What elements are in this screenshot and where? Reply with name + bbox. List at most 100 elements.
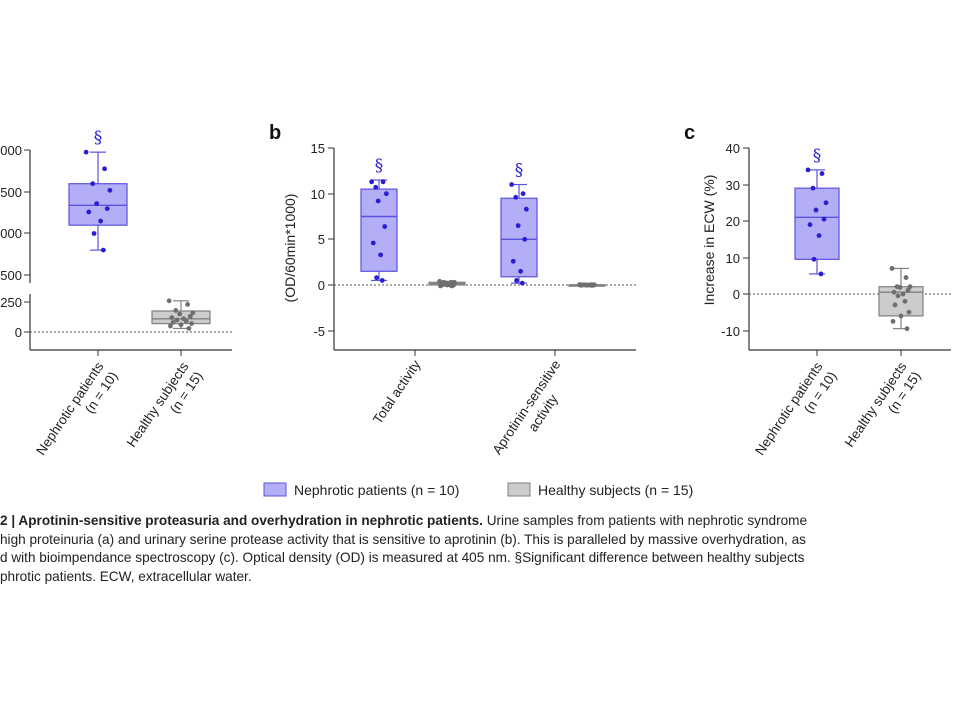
panel-a-tick-label: 0 [15,325,22,340]
panel-c-tick-label: 10 [726,251,740,266]
panel-b-nephrotic-data-point [522,236,528,242]
panel-b-tick-label: 0 [318,278,325,293]
panel-b-category-label: Aprotinin-sensitive activity [489,357,563,457]
panel-b-nephrotic-data-point [510,258,516,264]
panel-c-nephrotic-box [794,187,840,260]
panel-b-nephrotic-data-point [374,275,379,281]
caption-line-2: high proteinuria (a) and urinary serine … [0,531,806,547]
panel-b-tick-label: 5 [318,232,325,247]
panel-c-tick-label: 20 [726,214,740,229]
panel-a-healthy-data-point [173,308,179,313]
panel-c-healthy-data-point [905,287,911,293]
panel-a-healthy-data-point [166,298,172,304]
panel-a-healthy-data-point [190,310,196,316]
panel-a-nephrotic-data-point [94,201,100,207]
panel-c-healthy-data-point [900,291,906,297]
panel-a-nephrotic-data-point [107,187,113,193]
caption-line-4: phrotic patients. ECW, extracellular wat… [0,568,252,584]
panel-c-nephrotic-data-point [810,185,816,191]
panel-c-nephrotic-data-point [819,171,825,176]
panel-a-nephrotic-data-point [91,231,97,236]
panel-c-healthy-data-point [889,266,895,271]
panel-a-nephrotic-data-point [102,166,107,172]
panel-b-nephrotic-significance-marker: § [375,156,384,176]
panel-a-healthy-data-point [189,321,194,326]
panel-c-nephrotic-data-point [807,222,813,228]
figure: 000 500 000 500 250 0 Nephrotic patients… [0,122,951,498]
panel-a-healthy-data-point [186,326,192,331]
panel-c-nephrotic-data-point [821,216,827,222]
panel-b-tick-label: -5 [313,324,325,339]
panel-b-nephrotic-data-point [375,198,381,204]
panel-c-tick-label: -10 [721,324,740,339]
panel-a-nephrotic-data-point [104,206,110,212]
chart-marks: § § § § [68,128,924,332]
panel-c-nephrotic-data-point [818,271,824,277]
panel-a-healthy-data-point [178,322,184,328]
panel-c-healthy-data-point [907,284,913,290]
panel-a-healthy-data-point [185,302,190,307]
panel-c-healthy-data-point [897,285,903,290]
panel-c-healthy-data-point [906,309,912,315]
panel-c-healthy-data-point [898,313,904,319]
panel-c-healthy-data-point [895,293,901,299]
panel-b-nephrotic-data-point [378,252,384,258]
panel-a-healthy-data-point [177,311,183,317]
panel-b-nephrotic-data-point [373,184,379,190]
panel-c-healthy-data-point [903,275,909,280]
panel-b-nephrotic-data-point [382,224,388,229]
panel-c-category-label: Healthy subjects (n = 15) [842,359,924,450]
figure-caption: 2 | Aprotinin-sensitive proteasuria and … [0,512,960,592]
panel-c-nephrotic-significance-marker: § [813,146,822,166]
panel-c-nephrotic-data-point [811,256,817,262]
panel-a-healthy-data-point [187,314,193,319]
panel-b-healthy-data-point [438,283,443,289]
panel-c-healthy-data-point [891,289,897,295]
panel-b-nephrotic-data-point [379,278,385,283]
panel-a-tick-label: 000 [0,226,22,241]
panel-b-nephrotic-significance-marker: § [515,161,524,181]
panel-c-healthy-box [878,286,924,317]
panel-c-nephrotic-data-point [816,233,822,239]
panel-a-tick-label: 500 [0,185,22,200]
panel-a-healthy-data-point [174,317,180,323]
panel-c-tick-label: 40 [726,141,740,156]
panel-c-category-label: Nephrotic patients (n = 10) [752,359,839,458]
panel-b-nephrotic-data-point [518,268,524,274]
legend-swatch-healthy [507,482,531,497]
caption-line-1: 2 | Aprotinin-sensitive proteasuria and … [0,512,960,531]
panel-a-healthy-data-point [168,323,173,329]
panel-b-healthy-data-point [578,282,583,288]
panel-b-nephrotic-data-point [515,223,521,229]
panel-b-nephrotic-data-point [520,191,526,197]
panel-a-nephrotic-data-point [100,247,106,253]
panel-b-nephrotic-data-point [523,206,529,212]
legend-swatch-nephrotic [263,482,287,497]
panel-c-healthy-data-point [902,298,908,304]
panel-a-nephrotic-data-point [86,209,92,215]
panel-c-healthy-data-point [890,318,896,324]
panel-c-healthy-data-point [904,326,910,332]
panel-a-tick-label: 250 [0,295,22,310]
panel-a-nephrotic-data-point [90,181,96,187]
panel-b: b 15 10 5 0 -5 (OD/60min*1000) Total act… [269,122,636,457]
panel-b-tick-label: 15 [311,141,325,156]
panel-c-healthy-data-point [892,302,898,308]
panel-c-letter: c [684,122,695,144]
panel-c-y-axis-title: Increase in ECW (%) [701,175,717,306]
panel-c-nephrotic-data-point [813,207,819,213]
panel-b-healthy-data-point [449,283,455,289]
panel-a-healthy-data-point [169,315,175,320]
legend-label-nephrotic: Nephrotic patients (n = 10) [294,482,459,498]
panel-a-nephrotic-data-point [98,218,104,224]
panel-b-nephrotic-data-point [519,280,525,286]
panel-b-nephrotic-data-point [380,179,386,185]
caption-line-1-rest: Urine samples from patients with nephrot… [482,513,808,528]
panel-b-tick-label: 10 [311,187,325,202]
panel-b-healthy-data-point [584,282,590,288]
panel-a-category-label: Nephrotic patients (n = 10) [33,359,120,458]
caption-line-3: d with bioimpendance spectroscopy (c). O… [0,550,805,565]
panel-c-tick-label: 0 [733,287,740,302]
panel-b-nephrotic-data-point [370,240,376,246]
panel-b-nephrotic-data-point [383,191,389,197]
